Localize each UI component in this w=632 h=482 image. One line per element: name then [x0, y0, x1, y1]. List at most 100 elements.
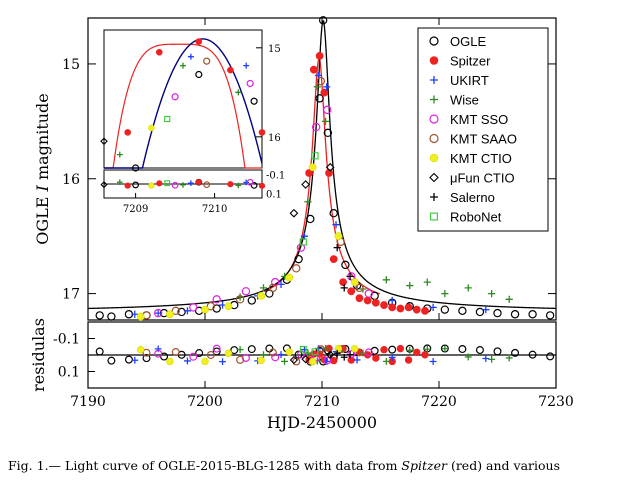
data-point: [183, 307, 192, 315]
figure-caption: Fig. 1.— Light curve of OGLE-2015-BLG-12…: [8, 458, 628, 473]
residual-point: [511, 348, 520, 357]
data-point: [292, 264, 301, 273]
residual-point: [406, 346, 414, 354]
data-point: [247, 296, 256, 305]
residual-point: [493, 347, 502, 356]
inset-residual-point: [124, 182, 131, 189]
data-point: [299, 238, 307, 246]
main-panel: 15 16 17: [62, 16, 557, 321]
residual-point: [131, 356, 139, 364]
data-point: [339, 278, 347, 287]
caption-prefix: Fig. 1.— Light curve of OGLE-2015-BLG-12…: [8, 458, 402, 473]
inset-point: [258, 129, 266, 136]
series-spitzer: [305, 51, 429, 315]
data-point: [268, 283, 278, 293]
data-point: [406, 281, 414, 290]
legend-entry: Spitzer: [429, 54, 491, 69]
residual-point: [236, 346, 244, 353]
residual-point: [475, 346, 484, 355]
residual-point: [189, 352, 198, 361]
data-point: [301, 180, 310, 189]
caption-italic: Spitzer: [401, 458, 447, 473]
data-point: [429, 303, 437, 311]
data-point: [440, 305, 450, 314]
residual-series-kmt-ctio: [136, 344, 359, 366]
light-curve-figure: 15 16 17 -0.1 0.1 7190 7200 7210 7220 7230 15 16 -…: [29, 16, 574, 432]
residual-point: [136, 345, 145, 354]
series-kmt-ctio: [136, 163, 359, 321]
data-point: [329, 209, 338, 218]
data-point: [177, 307, 186, 317]
residual-point: [201, 357, 209, 366]
residuals-panel: -0.1 0.1 7190 7200 7210 7220 7230: [53, 321, 574, 410]
data-point: [306, 214, 315, 224]
series--fun-ctio: [289, 162, 335, 218]
data-point: [333, 244, 341, 252]
residual-point: [277, 351, 285, 358]
legend-label: UKIRT: [450, 73, 489, 88]
residual-point: [333, 349, 341, 357]
x-tick-label: 7230: [538, 394, 574, 410]
data-point: [355, 294, 364, 303]
residual-point: [184, 357, 191, 365]
series-salerno: [333, 244, 354, 292]
residual-point: [219, 358, 226, 365]
inset-residual-point: [156, 180, 163, 187]
legend-label: KMT SSO: [450, 112, 508, 127]
data-point: [396, 304, 405, 313]
inset-residual-point: [195, 179, 202, 186]
residual-point: [482, 355, 490, 362]
legend-entry: KMT CTIO: [429, 151, 512, 166]
data-point: [189, 303, 198, 312]
residual-point: [154, 349, 163, 358]
residual-point: [268, 348, 277, 357]
legend-label: Salerno: [450, 190, 495, 205]
data-point: [334, 232, 343, 241]
residual-point: [281, 357, 288, 365]
residual-point: [224, 349, 233, 357]
residual-point: [380, 346, 388, 354]
residual-point: [299, 345, 307, 353]
data-point: [271, 277, 280, 287]
legend-marker: [430, 212, 438, 221]
residual-point: [124, 355, 133, 364]
inset-spitzer-curve: [104, 43, 262, 169]
data-point: [320, 88, 329, 97]
y-tick-label: 16: [62, 172, 80, 188]
data-point: [296, 243, 306, 252]
inset-point: [195, 70, 203, 79]
residual-point: [154, 345, 162, 353]
residual-point: [294, 350, 303, 359]
data-point: [388, 303, 397, 312]
legend-label: KMT SAAO: [450, 132, 517, 147]
residual-point: [323, 356, 332, 365]
residual-point: [195, 349, 204, 358]
residual-point: [505, 354, 513, 362]
data-point: [421, 306, 429, 315]
residual-point: [388, 354, 396, 361]
residual-point: [171, 348, 180, 357]
inset-residual-point: [235, 182, 242, 189]
residual-point: [382, 358, 390, 365]
residual-point: [528, 350, 537, 359]
residual-point: [257, 356, 265, 365]
legend-marker: [429, 133, 439, 144]
y-axis-label-prefix: OGLE: [33, 191, 52, 244]
residual-point: [285, 348, 293, 356]
legend-label: KMT CTIO: [450, 151, 512, 166]
inset-point: [195, 38, 203, 45]
residual-point: [429, 358, 437, 365]
inset-residual-point: [180, 182, 186, 188]
inset-residual-point: [227, 181, 234, 188]
residual-tick-label: 0.1: [58, 365, 80, 381]
legend-label: OGLE: [450, 34, 486, 49]
residual-point: [107, 356, 116, 365]
residual-point: [322, 345, 329, 352]
series-robonet: [299, 152, 319, 246]
inset-point: [164, 115, 171, 123]
data-point: [412, 305, 421, 314]
residual-point: [292, 357, 301, 366]
residual-point: [206, 350, 215, 359]
data-point: [380, 301, 388, 309]
legend-marker: [429, 172, 439, 183]
